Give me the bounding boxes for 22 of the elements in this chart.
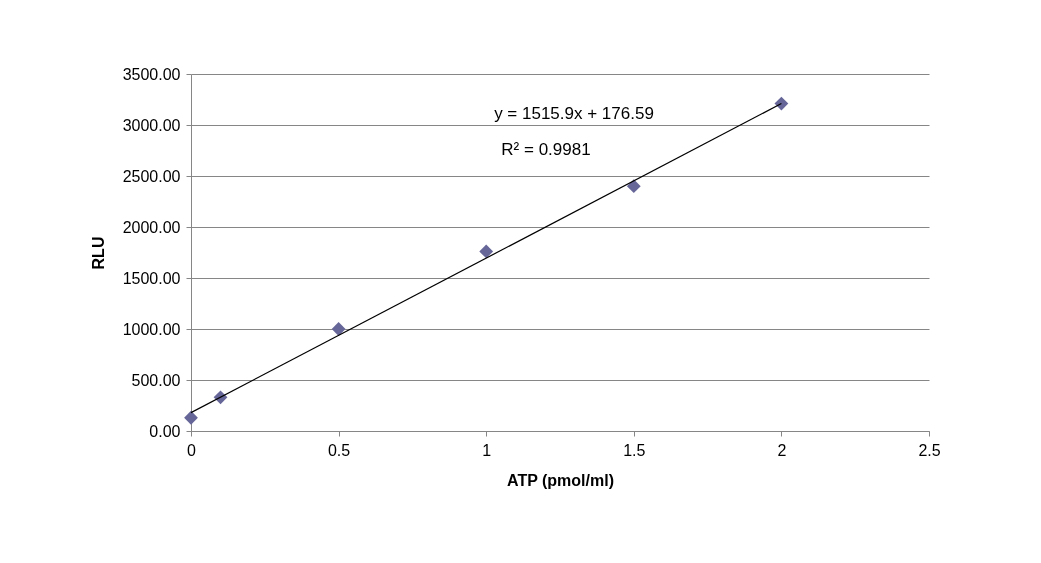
- y-tick-label: 0.00: [149, 422, 181, 440]
- y-tick-label: 2500.00: [122, 167, 181, 185]
- y-tick-label: 500.00: [131, 371, 181, 389]
- point: [479, 244, 494, 259]
- annotation: y = 1515.9x + 176.59: [494, 104, 654, 123]
- x-tick-label: 1: [482, 441, 492, 459]
- point: [184, 410, 198, 425]
- x-tick-label: 1.5: [623, 441, 646, 459]
- y-tick-label: 1000.00: [122, 320, 181, 338]
- x-axis-title: ATP (pmol/ml): [507, 471, 614, 489]
- x-tick-label: 2: [777, 441, 787, 459]
- y-tick-label: 1500.00: [122, 269, 181, 287]
- y-tick-label: 3000.00: [122, 116, 181, 134]
- x-tick-label: 0.5: [327, 441, 351, 459]
- point: [626, 179, 641, 194]
- x-tick-label: 0: [187, 441, 197, 459]
- x-tick-label: 2.5: [918, 441, 941, 459]
- annotation: R² = 0.9981: [501, 140, 591, 159]
- y-axis-title: RLU: [89, 236, 107, 270]
- y-tick-label: 2000.00: [122, 218, 181, 236]
- point: [331, 322, 346, 336]
- y-tick-label: 3500.00: [122, 65, 181, 83]
